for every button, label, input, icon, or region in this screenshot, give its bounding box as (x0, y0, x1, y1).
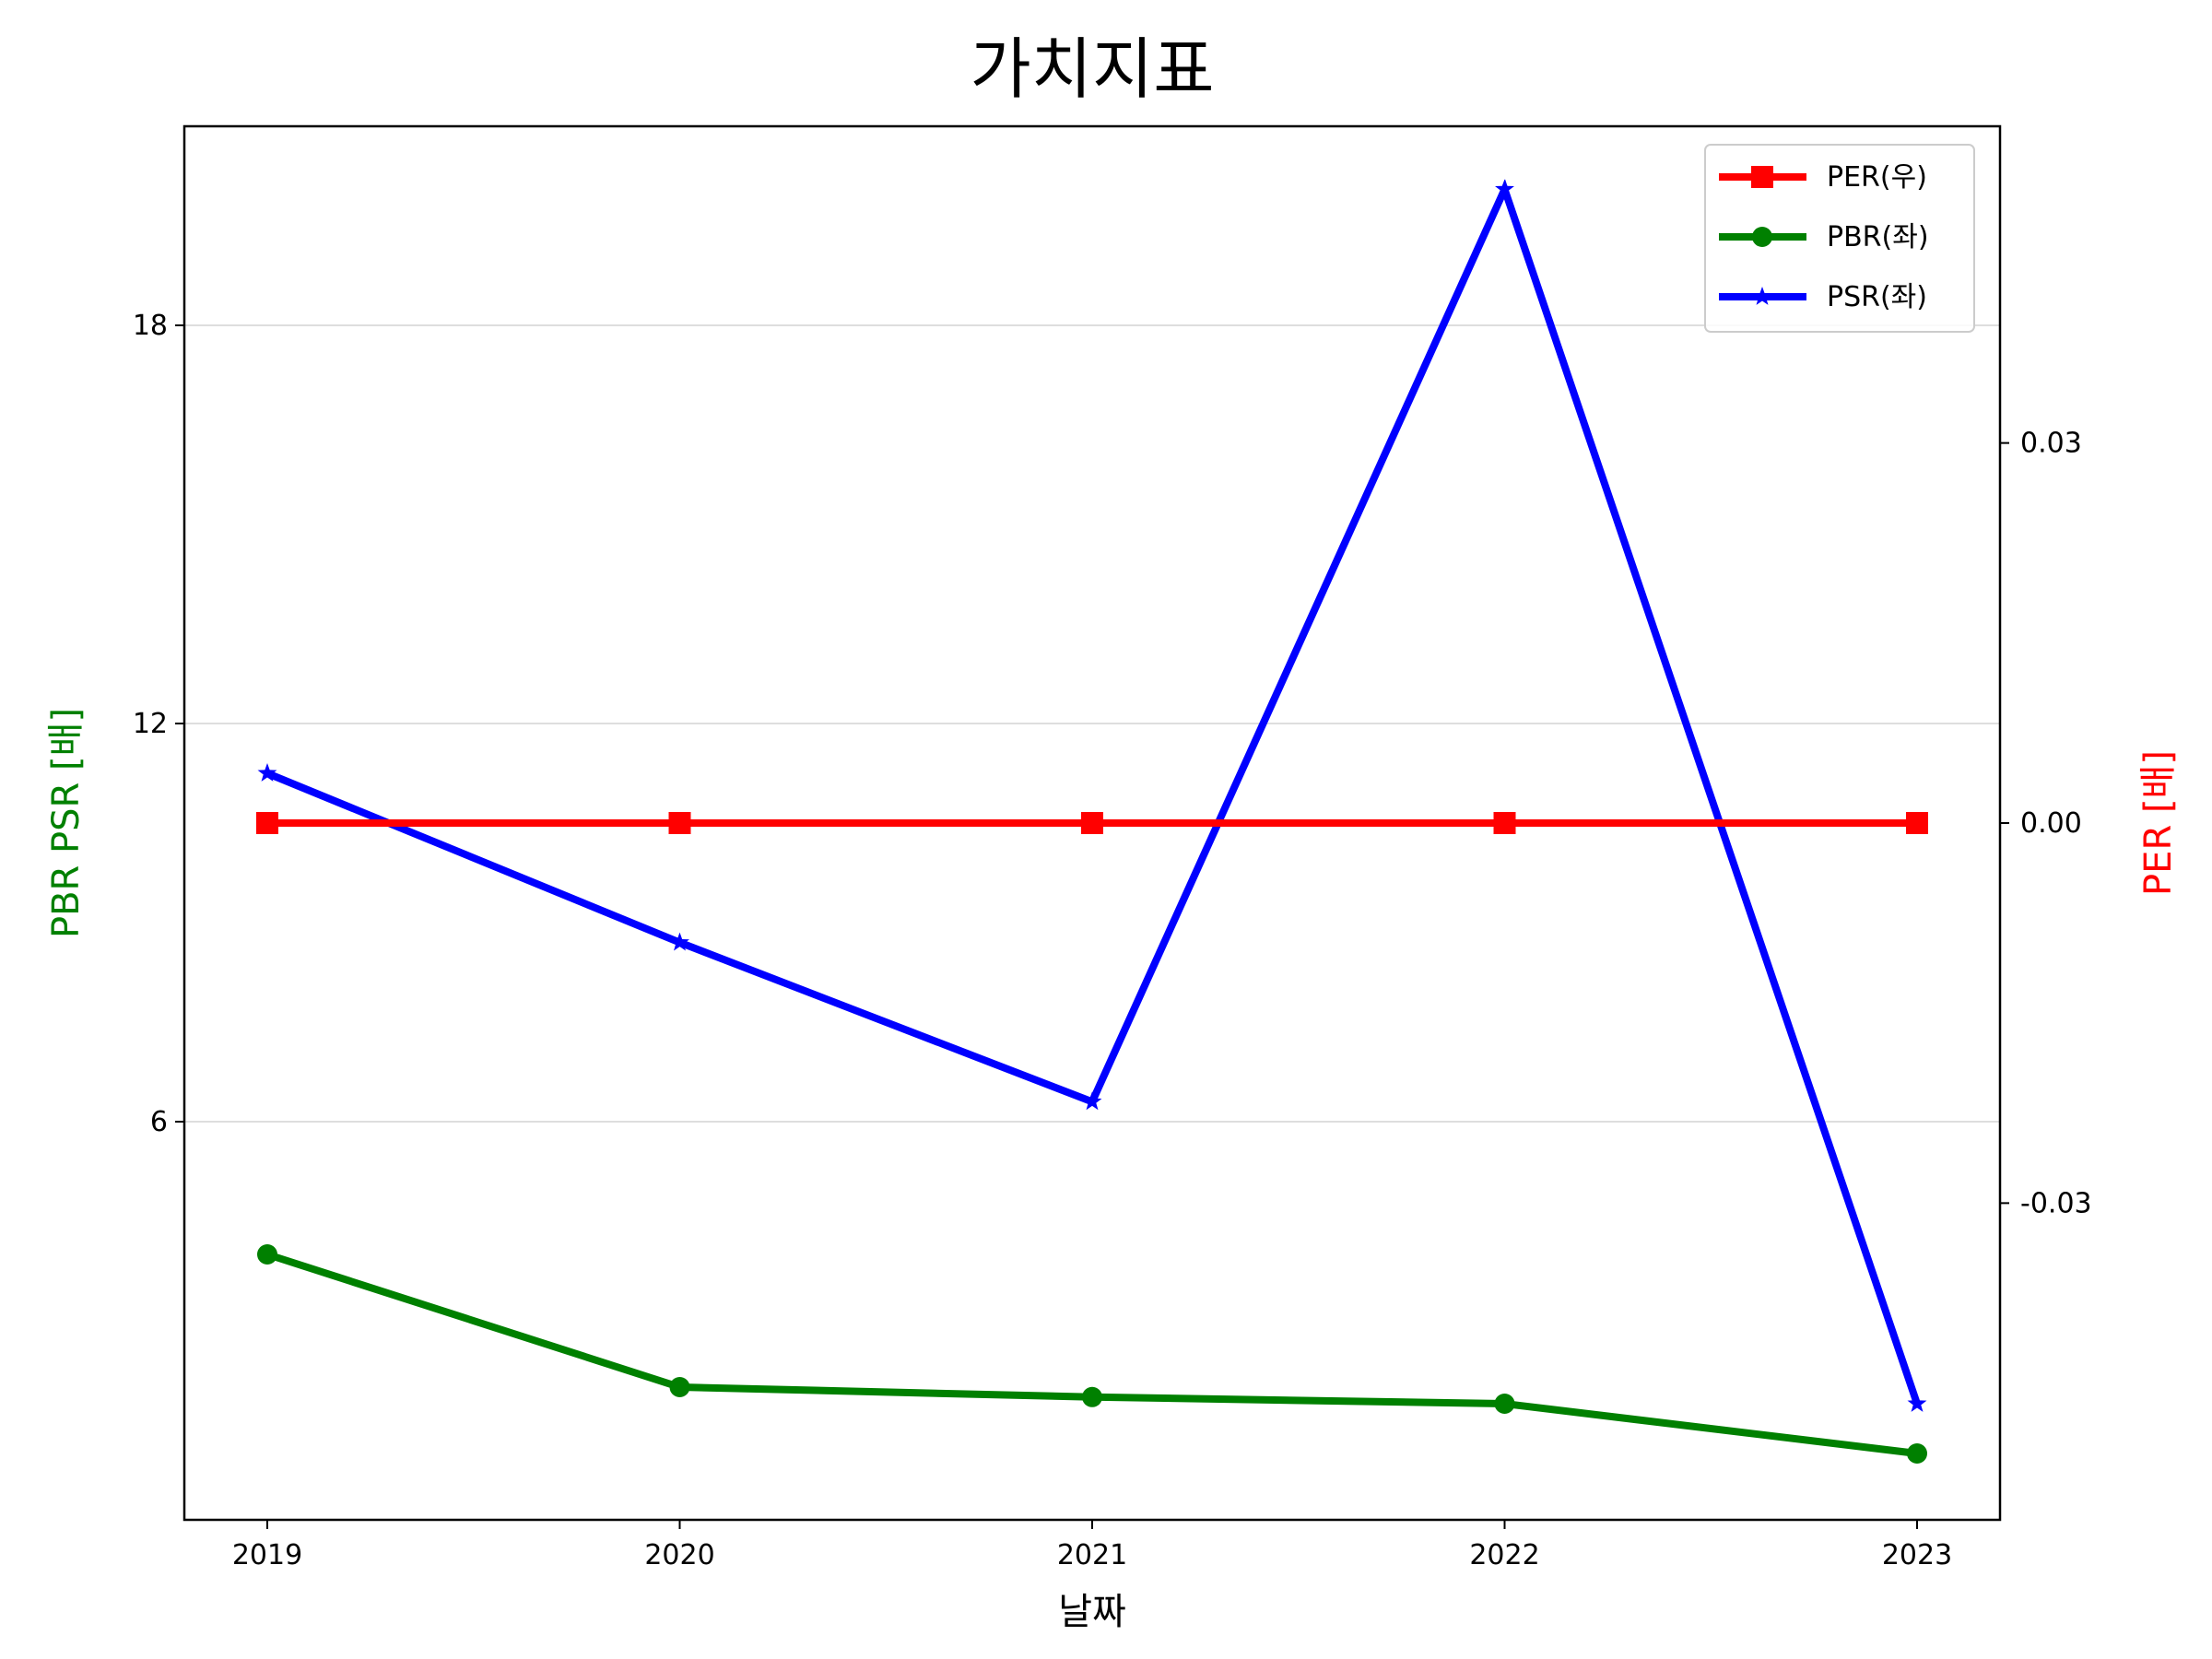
legend: PER(우) PBR(좌) PSR(좌) (1704, 144, 1975, 333)
psr-point (670, 932, 689, 951)
legend-marker (1752, 227, 1772, 247)
per-point (668, 812, 691, 834)
left-tick-label: 6 (150, 1106, 168, 1138)
right-y-axis: -0.03 0.00 0.03 (2000, 428, 2092, 1219)
legend-item-per: PER(우) (1719, 161, 1927, 194)
right-tick-label: 0.00 (2020, 807, 2082, 840)
pbr-point (669, 1377, 690, 1397)
left-tick-label: 18 (133, 310, 168, 342)
right-y-axis-label: PER [배] (2137, 750, 2180, 896)
per-point (1081, 812, 1103, 834)
series-psr (257, 179, 1927, 1412)
left-tick-label: 12 (133, 708, 168, 740)
x-tick-label: 2020 (644, 1539, 714, 1571)
right-tick-label: 0.03 (2020, 428, 2082, 460)
x-tick-label: 2022 (1469, 1539, 1539, 1571)
pbr-point (1494, 1394, 1515, 1414)
left-y-axis: 6 12 18 (133, 310, 184, 1138)
psr-point (257, 763, 277, 782)
legend-label: PBR(좌) (1827, 221, 1929, 253)
legend-box (1704, 144, 1975, 333)
pbr-point (257, 1244, 277, 1265)
psr-point (1495, 179, 1514, 198)
x-tick-label: 2019 (232, 1539, 302, 1571)
pbr-point (1082, 1386, 1102, 1407)
psr-point (1907, 1394, 1927, 1412)
left-y-axis-label: PBR PSR [배] (45, 708, 88, 938)
legend-item-psr: PSR(좌) (1719, 281, 1927, 313)
series-layer (256, 179, 1928, 1464)
per-point (1493, 812, 1516, 834)
x-tick-label: 2023 (1882, 1539, 1952, 1571)
legend-item-pbr: PBR(좌) (1719, 221, 1929, 253)
per-point (1906, 812, 1928, 834)
right-tick-label: -0.03 (2020, 1187, 2092, 1219)
legend-marker (1751, 166, 1773, 188)
legend-marker (1752, 287, 1772, 305)
series-per (256, 812, 1928, 834)
series-pbr (257, 1244, 1927, 1464)
per-point (256, 812, 278, 834)
x-axis: 2019 2020 2021 2022 2023 (232, 1520, 1952, 1571)
pbr-point (1907, 1443, 1927, 1464)
x-tick-label: 2021 (1057, 1539, 1127, 1571)
psr-point (1082, 1091, 1102, 1111)
grid-lines (184, 324, 2000, 1123)
legend-label: PSR(좌) (1827, 281, 1927, 313)
x-axis-label: 날짜 (1058, 1591, 1126, 1633)
legend-label: PER(우) (1827, 161, 1927, 194)
chart-title: 가치지표 (971, 30, 1215, 108)
